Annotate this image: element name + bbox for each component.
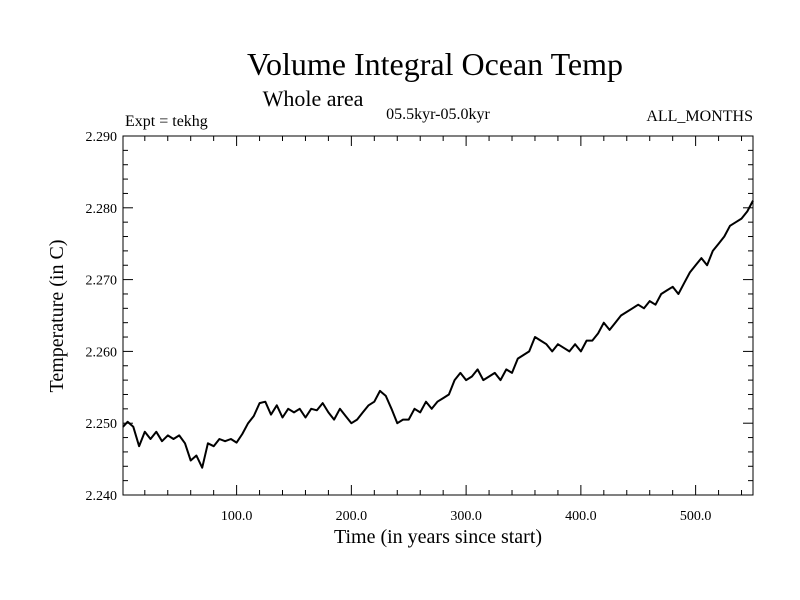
x-tick-label: 500.0 [680, 509, 712, 524]
x-tick-label: 200.0 [336, 509, 368, 524]
experiment-label: Expt = tekhg [125, 113, 208, 130]
x-tick-label: 100.0 [221, 509, 253, 524]
x-tick-label: 400.0 [565, 509, 597, 524]
series-line [122, 200, 754, 469]
y-axis-title: Temperature (in C) [46, 240, 68, 393]
x-axis-title: Time (in years since start) [334, 526, 542, 548]
y-tick-label: 2.250 [86, 417, 118, 432]
y-tick-labels: 2.240 2.250 2.260 2.270 2.280 2.290 [86, 130, 118, 504]
plot-frame [122, 135, 754, 496]
chart-subtitle: Whole area [263, 86, 364, 111]
y-tick-label: 2.280 [86, 202, 118, 217]
y-tick-label: 2.260 [86, 345, 118, 360]
y-tick-label: 2.270 [86, 274, 118, 289]
period-label: 05.5kyr-05.0kyr [386, 106, 490, 123]
x-tick-label: 300.0 [450, 509, 482, 524]
chart-title: Volume Integral Ocean Temp [247, 46, 623, 82]
axis-ticks [123, 136, 753, 495]
y-tick-label: 2.290 [86, 130, 118, 145]
x-tick-labels: 100.0 200.0 300.0 400.0 500.0 [221, 509, 712, 524]
y-tick-label: 2.240 [86, 489, 118, 504]
months-label: ALL_MONTHS [646, 108, 753, 125]
